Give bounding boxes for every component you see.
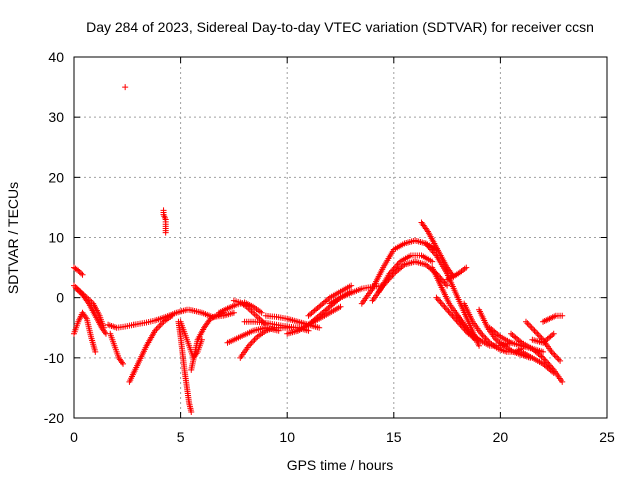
data-point: [444, 282, 451, 289]
data-point: [531, 327, 538, 334]
y-tick-label: 40: [48, 49, 64, 65]
data-point: [78, 270, 85, 277]
data-point: [479, 332, 486, 339]
data-point: [79, 271, 86, 278]
data-point: [157, 321, 164, 328]
data-point: [528, 324, 535, 331]
data-point: [555, 356, 562, 363]
y-tick-label: 20: [48, 169, 64, 185]
data-point: [122, 84, 129, 91]
data-point: [527, 323, 534, 330]
data-point: [316, 324, 323, 331]
data-point: [247, 341, 254, 348]
data-point: [251, 336, 258, 343]
data-point: [92, 348, 99, 355]
y-tick-label: -10: [44, 350, 64, 366]
data-point: [476, 342, 483, 349]
axis-ticks: [73, 56, 608, 419]
data-point: [433, 294, 440, 301]
data-point: [154, 324, 161, 331]
data-point: [532, 329, 539, 336]
data-point: [250, 338, 257, 345]
data-point: [550, 330, 557, 337]
y-tick-label: 10: [48, 230, 64, 246]
data-point: [230, 309, 237, 316]
grid-lines: [74, 57, 607, 418]
data-point: [552, 353, 559, 360]
data-point: [535, 332, 542, 339]
data-point: [436, 297, 443, 304]
x-tick-label: 20: [493, 429, 509, 445]
data-point: [162, 229, 169, 236]
data-point: [442, 281, 449, 288]
data-point: [450, 314, 457, 321]
data-point: [522, 318, 529, 325]
chart-title: Day 284 of 2023, Sidereal Day-to-day VTE…: [86, 19, 594, 35]
x-tick-label: 10: [279, 429, 295, 445]
data-points: [71, 84, 566, 415]
data-point: [559, 312, 566, 319]
data-point: [337, 303, 344, 310]
tick-labels: 0 5 10 15 20 25 -20 -10 0 10 20 30 40: [44, 49, 615, 445]
data-point: [534, 330, 541, 337]
data-point: [441, 303, 448, 310]
x-tick-label: 0: [70, 429, 78, 445]
data-point: [551, 351, 558, 358]
data-point: [305, 327, 312, 334]
data-point: [156, 323, 163, 330]
data-point: [559, 378, 566, 385]
data-point: [429, 258, 436, 265]
data-point: [248, 339, 255, 346]
x-tick-label: 5: [177, 429, 185, 445]
data-point: [481, 333, 488, 340]
data-point: [120, 360, 127, 367]
x-tick-label: 15: [386, 429, 402, 445]
data-point: [75, 267, 82, 274]
data-point: [549, 350, 556, 357]
y-tick-label: -20: [44, 410, 64, 426]
data-point: [525, 321, 532, 328]
x-tick-label: 25: [599, 429, 615, 445]
x-axis-label: GPS time / hours: [287, 457, 394, 473]
data-point: [442, 305, 449, 312]
data-point: [348, 282, 355, 289]
data-point: [258, 309, 265, 316]
data-point: [540, 348, 547, 355]
y-axis-label: SDTVAR / TECUs: [5, 182, 21, 294]
data-point: [437, 299, 444, 306]
y-tick-label: 0: [56, 290, 64, 306]
data-point: [440, 302, 447, 309]
data-point: [550, 369, 557, 376]
data-point: [441, 279, 448, 286]
data-point: [434, 296, 441, 303]
data-point: [254, 314, 261, 321]
data-point: [76, 268, 83, 275]
data-point: [251, 311, 258, 318]
data-point: [524, 320, 531, 327]
data-point: [253, 312, 260, 319]
data-point: [554, 354, 561, 361]
data-point: [252, 335, 259, 342]
data-point: [463, 264, 470, 271]
data-point: [530, 326, 537, 333]
y-tick-label: 30: [48, 109, 64, 125]
data-point: [557, 357, 564, 364]
data-point: [188, 408, 195, 415]
data-point: [438, 300, 445, 307]
